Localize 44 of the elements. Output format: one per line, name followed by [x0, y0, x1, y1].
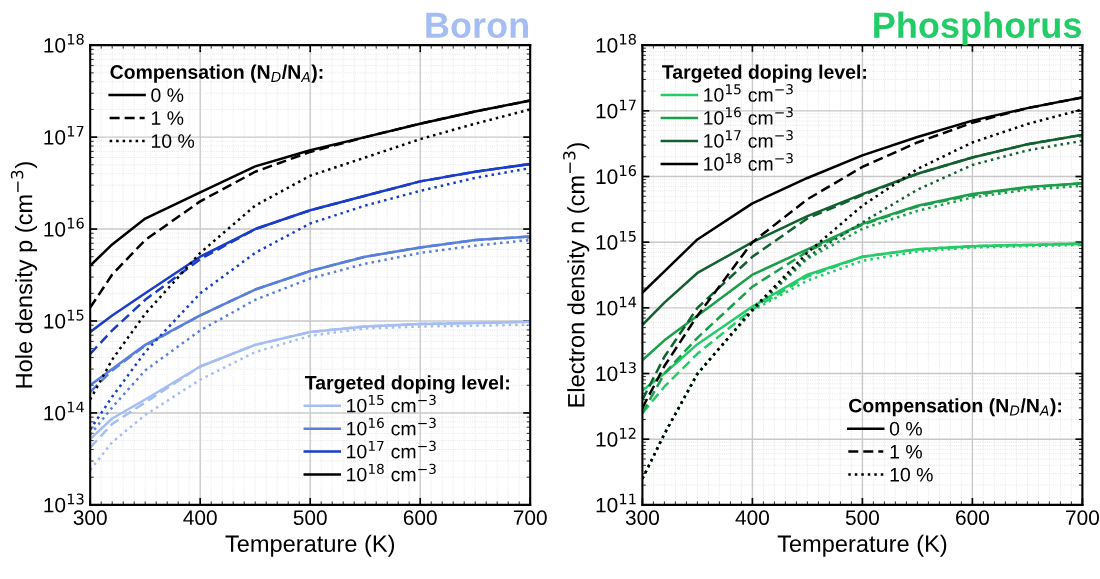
y-tick-label: 10$^{15}$ [44, 309, 84, 329]
y-tick-label: 10$^{18}$ [596, 33, 636, 53]
annotation: 10 % [890, 467, 933, 482]
chart-title: Phosphorus [874, 11, 1081, 46]
y-tick-label: 10$^{13}$ [596, 362, 636, 382]
y-tick-label: 10$^{17}$ [596, 99, 636, 119]
legend-label: 10$^{15}$ cm$^{−3}$ [347, 394, 436, 413]
x-tick-label: 600 [956, 510, 989, 526]
y-tick-label: 10$^{16}$ [44, 217, 84, 237]
y-tick-label: 10$^{18}$ [44, 33, 84, 53]
legend-label: 10$^{17}$ cm$^{−3}$ [704, 130, 793, 148]
legend-label: 10$^{18}$ cm$^{−3}$ [704, 153, 793, 171]
y-tick-label: 10$^{12}$ [596, 427, 636, 447]
legend-title: Targeted doping level: [662, 64, 866, 83]
y-axis-title: Electron density n (cm$^{−3}$) [563, 143, 590, 407]
annotation: 10 % [151, 134, 195, 148]
chart-title: Boron [426, 12, 528, 39]
y-axis-title: Hole density p (cm$^{−3}$) [10, 162, 38, 388]
legend-label: 10$^{16}$ cm$^{−3}$ [347, 417, 436, 436]
legend-title: Targeted doping level: [304, 375, 509, 394]
legend-label: 10$^{16}$ cm$^{−3}$ [704, 107, 793, 125]
legend-label: 10$^{17}$ cm$^{−3}$ [347, 440, 436, 459]
legend-label: 10$^{18}$ cm$^{−3}$ [347, 463, 436, 482]
x-tick-label: 700 [1066, 510, 1099, 526]
x-tick-label: 400 [183, 510, 217, 526]
y-tick-label: 10$^{17}$ [44, 125, 84, 145]
annotation: 1 % [890, 444, 922, 459]
x-tick-label: 600 [403, 510, 437, 526]
annotation: Compensation (N$_{D}$/N$_{A}$): [110, 64, 323, 83]
y-tick-label: 10$^{16}$ [596, 165, 637, 185]
y-tick-label: 10$^{15}$ [596, 230, 636, 250]
annotation: 0 % [151, 88, 184, 103]
x-tick-label: 400 [735, 510, 769, 526]
annotation: 1 % [151, 111, 184, 125]
x-tick-label: 500 [293, 510, 327, 526]
x-axis-title: Temperature (K) [777, 534, 947, 557]
y-tick-label: 10$^{14}$ [44, 401, 84, 421]
x-tick-label: 700 [513, 510, 547, 526]
annotation: Compensation (N$_{D}$/N$_{A}$): [849, 398, 1061, 417]
x-tick-label: 500 [845, 510, 879, 526]
y-tick-label: 10$^{14}$ [596, 296, 637, 316]
legend-label: 10$^{15}$ cm$^{−3}$ [704, 84, 793, 102]
x-axis-title: Temperature (K) [225, 534, 395, 557]
annotation: 0 % [889, 421, 922, 436]
